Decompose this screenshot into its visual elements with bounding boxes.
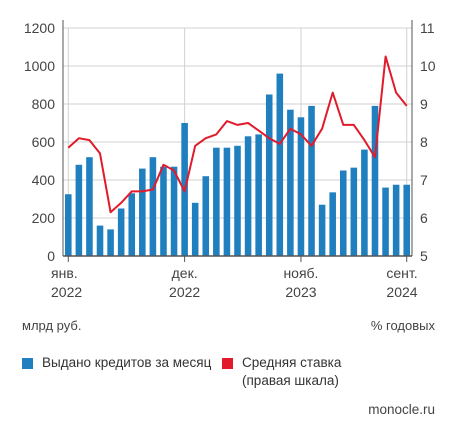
x-tick-label-year: 2023 bbox=[285, 284, 316, 300]
bar bbox=[287, 109, 294, 256]
right-tick-label: 10 bbox=[420, 58, 436, 74]
x-tick-label-month: сент. bbox=[386, 265, 417, 281]
x-tick-label-month: дек. bbox=[172, 265, 198, 281]
bar bbox=[234, 145, 241, 256]
bar bbox=[117, 208, 125, 256]
bar bbox=[96, 225, 104, 256]
left-axis-ticks: 0 200 400 600 800 1000 1200 bbox=[24, 20, 55, 264]
bar bbox=[339, 170, 347, 256]
bar-series bbox=[65, 73, 410, 257]
bar bbox=[350, 167, 358, 256]
right-tick-label: 9 bbox=[420, 96, 428, 112]
bar bbox=[191, 202, 199, 256]
right-tick-label: 11 bbox=[420, 20, 435, 36]
left-tick-label: 0 bbox=[47, 248, 55, 264]
right-tick-label: 7 bbox=[420, 172, 428, 188]
legend-swatch-bars bbox=[22, 358, 33, 369]
left-tick-label: 1000 bbox=[24, 58, 55, 74]
left-tick-label: 200 bbox=[32, 210, 56, 226]
axes bbox=[62, 20, 413, 257]
bar bbox=[297, 117, 305, 256]
legend-swatch-line bbox=[222, 358, 233, 369]
bar bbox=[213, 147, 220, 256]
bar bbox=[308, 105, 315, 257]
bar bbox=[65, 194, 72, 256]
bar bbox=[318, 204, 326, 256]
bar bbox=[202, 176, 210, 256]
left-axis-unit: млрд руб. bbox=[22, 318, 82, 333]
bar bbox=[244, 136, 252, 256]
legend-label-line: Средняя ставка bbox=[242, 355, 342, 370]
bar bbox=[276, 73, 284, 256]
x-tick-label-year: 2024 bbox=[386, 284, 417, 300]
x-tick-label-month: янв. bbox=[51, 265, 78, 281]
bar bbox=[392, 184, 400, 256]
left-tick-label: 600 bbox=[32, 134, 56, 150]
legend-item-line: Средняя ставка (правая шкала) bbox=[222, 354, 341, 390]
bar bbox=[107, 229, 114, 256]
bar bbox=[139, 168, 146, 256]
chart: 0 200 400 600 800 1000 1200 5 6 7 8 9 10 11 янв. 2022… bbox=[24, 20, 436, 300]
right-tick-label: 6 bbox=[420, 210, 428, 226]
bar bbox=[371, 105, 379, 257]
bar bbox=[255, 134, 262, 256]
bar bbox=[75, 164, 83, 256]
x-tick-label-month: нояб. bbox=[283, 265, 318, 281]
right-axis-unit: % годовых bbox=[370, 318, 435, 333]
x-axis-ticks: янв. 2022 дек. 2022 нояб. 2023 сент. 2024 bbox=[51, 256, 418, 300]
bar bbox=[361, 149, 368, 256]
line-series bbox=[67, 55, 408, 214]
bar bbox=[170, 166, 178, 256]
bar bbox=[329, 192, 336, 256]
x-tick-label-year: 2022 bbox=[51, 284, 82, 300]
bar bbox=[86, 157, 93, 256]
right-tick-label: 5 bbox=[420, 248, 428, 264]
legend-item-bars: Выдано кредитов за месяц bbox=[22, 354, 211, 372]
left-tick-label: 400 bbox=[32, 172, 56, 188]
bar bbox=[128, 193, 136, 256]
x-tick-label-year: 2022 bbox=[169, 284, 200, 300]
bar bbox=[223, 147, 231, 256]
bar bbox=[403, 184, 410, 256]
bar bbox=[265, 94, 273, 256]
right-tick-label: 8 bbox=[420, 134, 428, 150]
legend-label-line-note: (правая шкала) bbox=[242, 373, 339, 388]
bar bbox=[149, 157, 157, 256]
bar bbox=[382, 187, 389, 256]
left-tick-label: 1200 bbox=[24, 20, 55, 36]
source-credit: monocle.ru bbox=[368, 402, 435, 417]
right-axis-ticks: 5 6 7 8 9 10 11 bbox=[420, 20, 436, 264]
bar bbox=[160, 166, 167, 256]
left-tick-label: 800 bbox=[32, 96, 56, 112]
legend-label-bars: Выдано кредитов за месяц bbox=[42, 355, 212, 370]
